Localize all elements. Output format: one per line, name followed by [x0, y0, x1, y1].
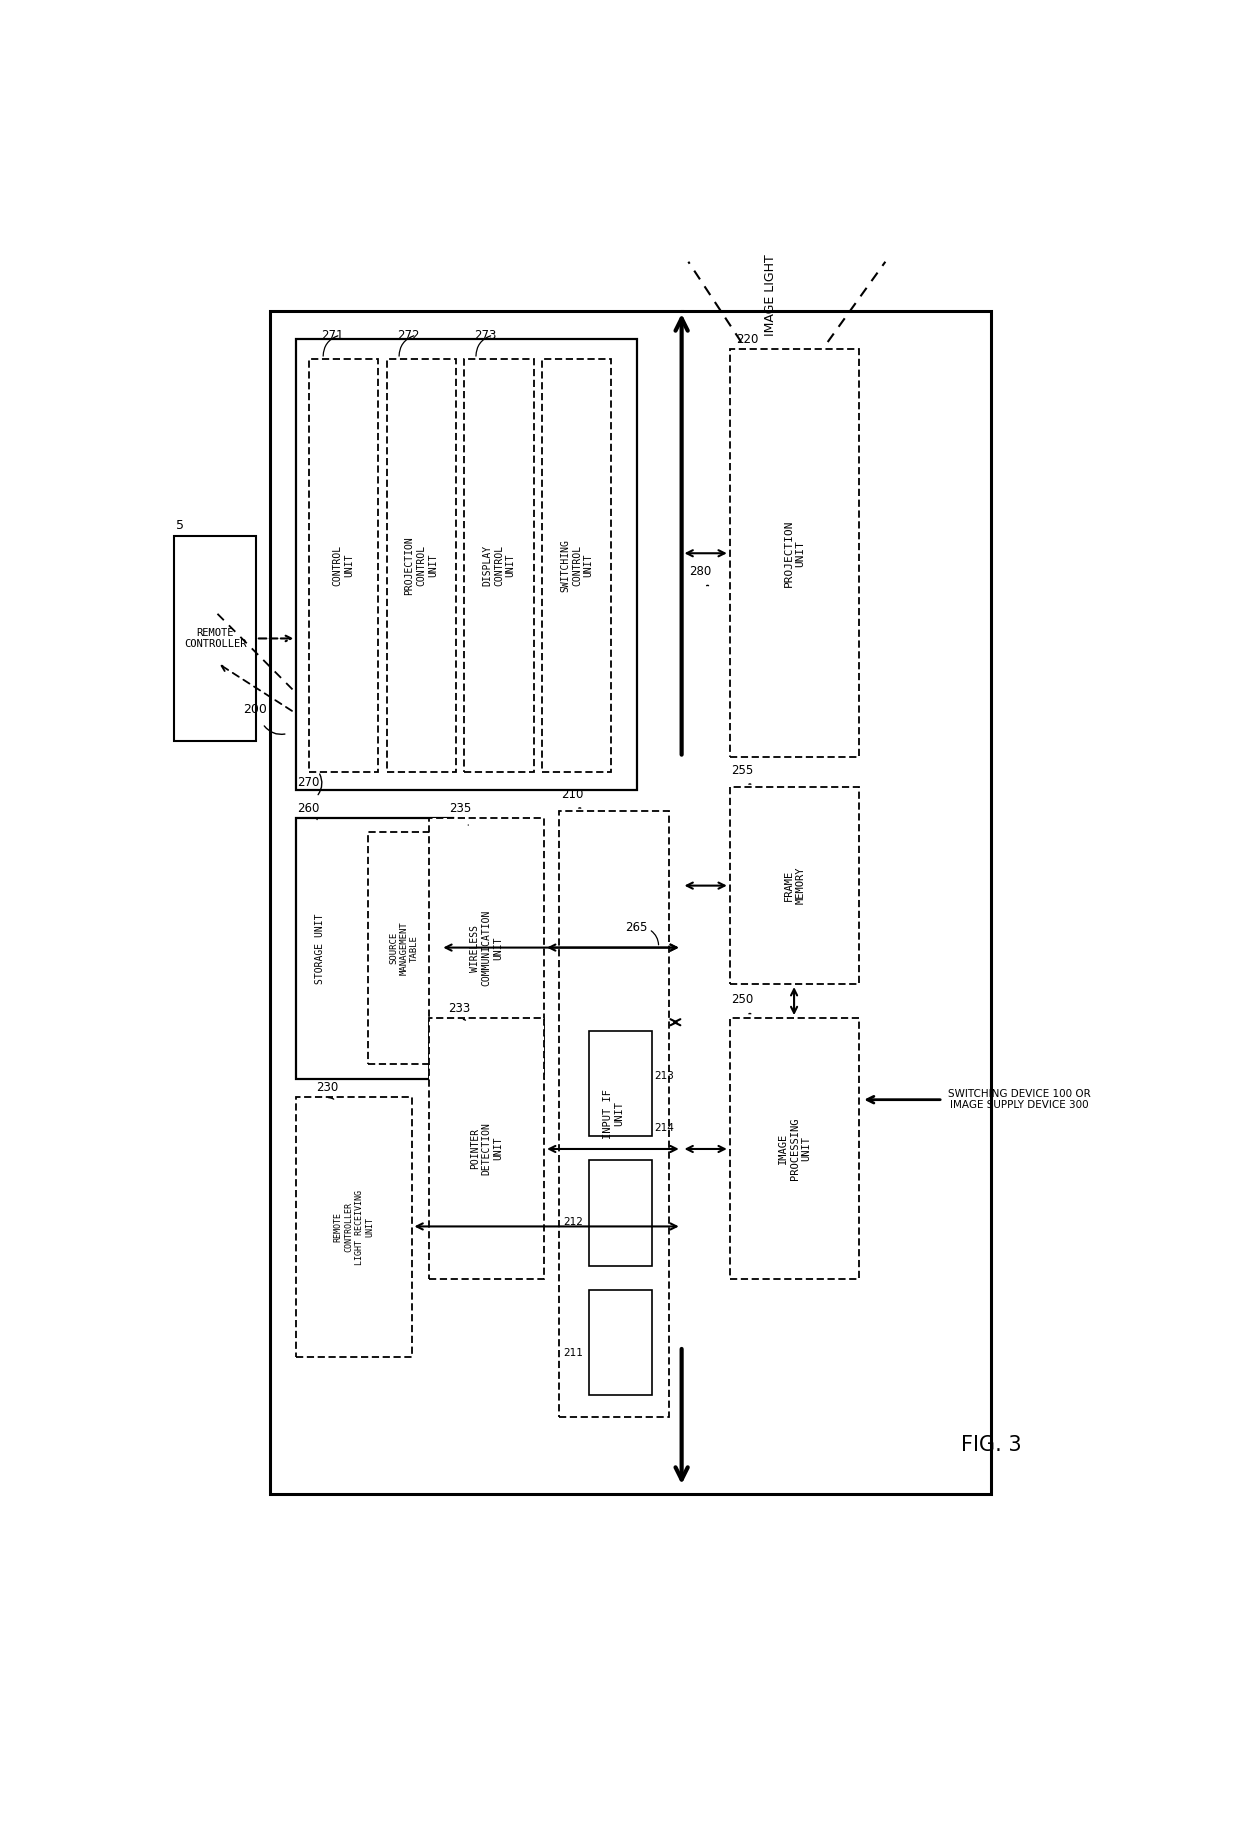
Text: 230: 230	[316, 1081, 339, 1094]
Text: POINTER
DETECTION
UNIT: POINTER DETECTION UNIT	[470, 1121, 503, 1174]
Text: CONTROL
UNIT: CONTROL UNIT	[332, 545, 355, 585]
Text: 212: 212	[563, 1218, 583, 1227]
Bar	[542, 358, 611, 772]
Bar	[589, 1032, 652, 1136]
Text: 255: 255	[732, 765, 754, 777]
Bar	[429, 1019, 544, 1278]
Text: PROJECTION
UNIT: PROJECTION UNIT	[784, 519, 805, 587]
Text: 270: 270	[298, 775, 320, 790]
Bar	[296, 1097, 412, 1357]
Text: 271: 271	[321, 329, 343, 342]
Text: FRAME
MEMORY: FRAME MEMORY	[784, 867, 805, 904]
Bar	[729, 1019, 859, 1278]
Text: IMAGE
PROCESSING
UNIT: IMAGE PROCESSING UNIT	[777, 1118, 811, 1180]
Text: DISPLAY
CONTROL
UNIT: DISPLAY CONTROL UNIT	[482, 545, 516, 585]
Bar	[174, 536, 255, 741]
Text: 273: 273	[475, 329, 497, 342]
Bar	[296, 818, 453, 1079]
Bar	[368, 832, 440, 1064]
Bar	[589, 1289, 652, 1396]
Text: REMOTE
CONTROLLER: REMOTE CONTROLLER	[184, 627, 247, 649]
Text: 213: 213	[655, 1070, 675, 1081]
Text: 200: 200	[243, 702, 268, 717]
Text: 272: 272	[398, 329, 420, 342]
Text: 233: 233	[448, 1002, 470, 1015]
Text: PROJECTION
CONTROL
UNIT: PROJECTION CONTROL UNIT	[404, 536, 438, 594]
Text: STORAGE UNIT: STORAGE UNIT	[315, 913, 325, 984]
Text: REMOTE
CONTROLLER
LIGHT RECEIVING
UNIT: REMOTE CONTROLLER LIGHT RECEIVING UNIT	[334, 1189, 374, 1264]
Bar	[296, 338, 637, 790]
Text: SOURCE
MANAGEMENT
TABLE: SOURCE MANAGEMENT TABLE	[389, 922, 419, 975]
Text: 220: 220	[737, 333, 759, 346]
Text: 214: 214	[655, 1123, 675, 1132]
Text: 280: 280	[689, 565, 712, 578]
Bar	[387, 358, 456, 772]
Text: 235: 235	[449, 801, 471, 814]
Text: 211: 211	[563, 1348, 583, 1359]
Text: 5: 5	[176, 519, 185, 532]
Text: 260: 260	[298, 801, 320, 814]
Bar	[465, 358, 533, 772]
Text: FIG. 3: FIG. 3	[961, 1434, 1022, 1454]
Bar	[429, 818, 544, 1079]
Text: WIRELESS
COMMUNICATION
UNIT: WIRELESS COMMUNICATION UNIT	[470, 911, 503, 986]
Text: INPUT IF
UNIT: INPUT IF UNIT	[603, 1088, 625, 1139]
Text: 250: 250	[732, 993, 754, 1006]
Bar	[558, 810, 670, 1417]
Text: IMAGE LIGHT: IMAGE LIGHT	[764, 254, 776, 337]
Text: SWITCHING
CONTROL
UNIT: SWITCHING CONTROL UNIT	[560, 540, 594, 591]
Text: 265: 265	[625, 920, 647, 933]
Bar	[729, 786, 859, 984]
Bar	[589, 1160, 652, 1266]
Bar	[270, 311, 991, 1494]
Bar	[309, 358, 378, 772]
Bar	[729, 349, 859, 757]
Text: 210: 210	[562, 788, 584, 801]
Text: SWITCHING DEVICE 100 OR
IMAGE SUPPLY DEVICE 300: SWITCHING DEVICE 100 OR IMAGE SUPPLY DEV…	[947, 1088, 1090, 1110]
